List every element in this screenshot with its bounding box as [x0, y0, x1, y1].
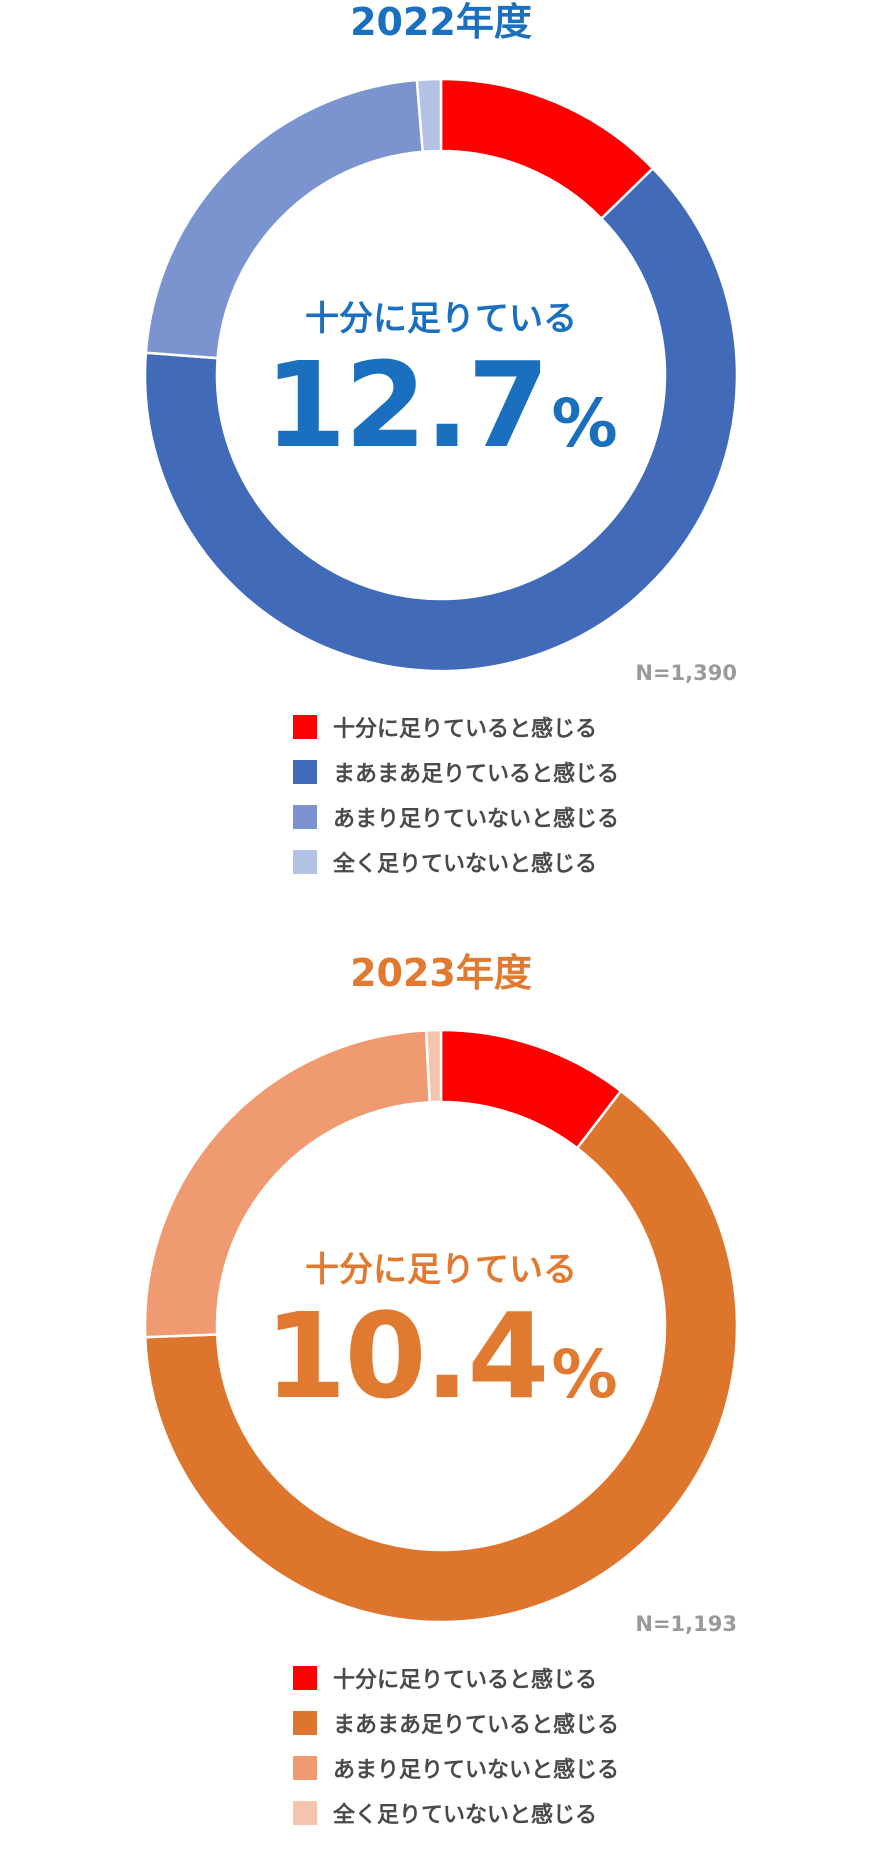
legend-swatch	[293, 1800, 317, 1825]
chart-2023: 2023年度 十分に足りている 10.4% N=1,193 十分に足りていると感…	[0, 951, 882, 1861]
legend-swatch	[293, 714, 317, 739]
legend-label: あまり足りていないと感じる	[333, 806, 620, 832]
legend-item: あまり足りていないと感じる	[293, 1745, 619, 1790]
donut-slice	[143, 1089, 739, 1624]
legend-item: 全く足りていないと感じる	[293, 839, 619, 884]
donut-slice	[415, 77, 443, 154]
legend-swatch	[293, 804, 317, 829]
legend-item: あまり足りていないと感じる	[293, 794, 619, 839]
legend: 十分に足りていると感じる まあまあ足りていると感じる あまり足りていないと感じる…	[293, 704, 619, 884]
center-label: 十分に足りている	[305, 1250, 577, 1290]
legend-item: 全く足りていないと感じる	[293, 1790, 619, 1835]
center-value-unit: %	[551, 385, 618, 462]
chart-2022: 2022年度 十分に足りている 12.7% N=1,390 十分に足りていると感…	[0, 0, 882, 910]
legend-swatch	[293, 1755, 317, 1780]
center-label: 十分に足りている	[305, 299, 577, 339]
donut-slice	[424, 1028, 443, 1104]
center-value-number: 12.7	[264, 336, 549, 474]
legend-item: まあまあ足りていると感じる	[293, 749, 619, 794]
donut-slice	[143, 1029, 432, 1339]
legend-swatch	[293, 1710, 317, 1735]
legend-label: 全く足りていないと感じる	[333, 1802, 598, 1828]
sample-size: N=1,390	[635, 661, 737, 685]
legend-swatch	[293, 849, 317, 874]
legend-item: 十分に足りていると感じる	[293, 704, 619, 749]
donut-chart-2022	[143, 77, 739, 673]
legend-label: 十分に足りていると感じる	[333, 716, 598, 742]
legend-label: 全く足りていないと感じる	[333, 851, 598, 877]
donut-slice	[143, 166, 739, 673]
legend-label: 十分に足りていると感じる	[333, 1667, 598, 1693]
legend-swatch	[293, 1665, 317, 1690]
legend-label: あまり足りていないと感じる	[333, 1757, 620, 1783]
legend-label: まあまあ足りていると感じる	[333, 761, 620, 787]
legend-swatch	[293, 759, 317, 784]
legend-item: 十分に足りていると感じる	[293, 1655, 619, 1700]
center-value: 12.7%	[0, 340, 882, 506]
legend-item: まあまあ足りていると感じる	[293, 1700, 619, 1745]
legend-label: まあまあ足りていると感じる	[333, 1712, 620, 1738]
sample-size: N=1,193	[635, 1612, 737, 1636]
center-value: 10.4%	[0, 1291, 882, 1457]
chart-title: 2022年度	[350, 0, 532, 44]
center-value-unit: %	[551, 1336, 618, 1413]
legend: 十分に足りていると感じる まあまあ足りていると感じる あまり足りていないと感じる…	[293, 1655, 619, 1835]
donut-chart-2023	[143, 1028, 739, 1624]
center-value-number: 10.4	[264, 1287, 549, 1425]
chart-title: 2023年度	[350, 951, 532, 995]
